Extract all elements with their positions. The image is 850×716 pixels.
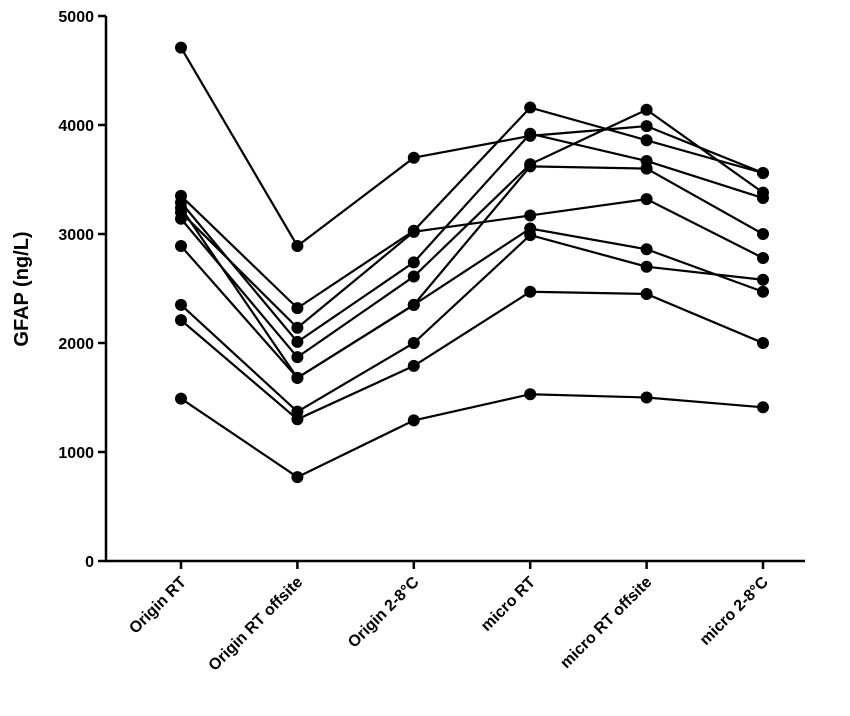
- data-point: [175, 314, 187, 327]
- data-point: [524, 209, 537, 222]
- data-point: [524, 101, 537, 114]
- series-line: [180, 290, 764, 421]
- data-point: [640, 134, 653, 147]
- data-point: [524, 285, 537, 298]
- data-point: [407, 270, 420, 283]
- data-point: [175, 41, 187, 54]
- data-point: [175, 201, 187, 214]
- data-point: [524, 229, 537, 242]
- y-tick-label: 0: [85, 554, 94, 571]
- data-point: [175, 298, 187, 311]
- data-point: [407, 151, 420, 164]
- data-point: [640, 260, 653, 273]
- series-line: [180, 197, 764, 330]
- series-line: [180, 227, 764, 380]
- y-axis-label: GFAP (ng/L): [11, 231, 33, 346]
- data-point: [291, 302, 304, 315]
- data-point: [757, 186, 769, 199]
- data-point: [407, 225, 420, 238]
- data-point: [757, 166, 769, 179]
- series-line: [180, 47, 764, 248]
- data-point: [175, 212, 187, 225]
- data-point: [407, 298, 420, 311]
- data-point: [291, 239, 304, 252]
- data-point: [524, 160, 537, 173]
- data-point: [640, 193, 653, 206]
- data-point: [757, 273, 769, 286]
- series-line: [180, 108, 764, 359]
- data-point: [524, 127, 537, 140]
- data-point: [291, 321, 304, 334]
- data-point: [640, 103, 653, 116]
- series-line: [180, 106, 764, 310]
- y-tick-label: 2000: [58, 336, 94, 353]
- x-tick-label: Origin RT offsite: [206, 574, 307, 675]
- data-point: [291, 471, 304, 484]
- data-point: [407, 414, 420, 427]
- data-point: [757, 337, 769, 349]
- data-point: [291, 351, 304, 364]
- data-point: [175, 239, 187, 252]
- series-line: [180, 132, 764, 344]
- x-tick-label: Origin RT: [126, 574, 190, 638]
- x-tick-label: micro RT offsite: [557, 574, 655, 672]
- data-point: [291, 335, 304, 348]
- data-point: [757, 285, 769, 298]
- data-point: [640, 391, 653, 404]
- y-tick-label: 3000: [58, 227, 94, 244]
- data-point: [640, 287, 653, 300]
- data-point: [524, 388, 537, 401]
- data-point: [757, 401, 769, 414]
- data-point: [407, 337, 420, 349]
- y-tick-label: 1000: [58, 445, 94, 462]
- data-point: [407, 359, 420, 372]
- series-line: [180, 393, 764, 479]
- data-point: [640, 120, 653, 133]
- x-tick-label: micro RT: [478, 574, 539, 635]
- x-tick-label: Origin 2-8°C: [345, 573, 423, 651]
- y-tick-label: 4000: [58, 118, 94, 135]
- data-point: [291, 371, 304, 384]
- data-point: [757, 228, 769, 240]
- data-point: [407, 256, 420, 269]
- data-point: [175, 392, 187, 405]
- x-tick-label: micro 2-8°C: [697, 573, 772, 648]
- data-point: [757, 251, 769, 264]
- data-point: [640, 243, 653, 256]
- y-tick-label: 5000: [58, 9, 94, 26]
- series-line: [180, 165, 764, 380]
- data-point: [291, 413, 304, 426]
- data-point: [640, 162, 653, 175]
- series-line: [180, 233, 764, 414]
